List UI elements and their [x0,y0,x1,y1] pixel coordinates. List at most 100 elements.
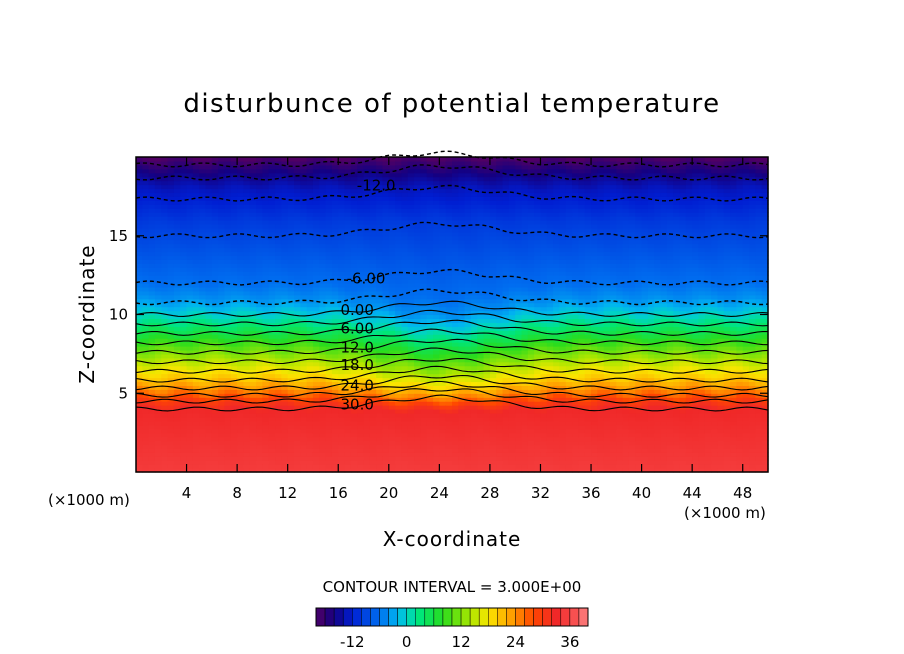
heatmap-cell [363,298,371,304]
heatmap-cell [388,263,396,268]
heatmap-cell [192,275,200,280]
heatmap-cell [281,389,289,394]
heatmap-cell [192,157,200,162]
heatmap-cell [312,452,320,457]
heatmap-cell [395,361,403,367]
heatmap-cell [224,275,232,280]
heatmap-cell [230,168,238,174]
heatmap-cell [445,164,453,170]
heatmap-cell [426,251,434,257]
heatmap-cell [230,157,238,162]
heatmap-cell [445,420,453,426]
heatmap-cell [148,227,156,233]
heatmap-cell [426,468,434,473]
heatmap-cell [262,381,270,386]
heatmap-cell [376,298,384,304]
heatmap-cell [186,180,194,186]
heatmap-cell [515,192,523,197]
heatmap-cell [369,286,377,292]
heatmap-cell [521,397,529,402]
heatmap-cell [401,306,409,312]
heatmap-cell [180,196,188,201]
heatmap-cell [433,405,440,410]
heatmap-cell [256,464,263,469]
heatmap-cell [256,424,263,430]
heatmap-cell [154,275,162,280]
heatmap-cell [445,157,453,162]
heatmap-cell [173,227,181,233]
heatmap-cell [287,338,295,343]
heatmap-cell [205,464,213,469]
heatmap-cell [275,275,282,280]
heatmap-cell [173,401,181,406]
heatmap-cell [218,267,226,272]
heatmap-cell [325,306,333,312]
heatmap-cell [426,357,434,363]
heatmap-cell [414,231,421,237]
heatmap-cell [395,294,403,300]
heatmap-cell [180,464,188,469]
heatmap-cell [363,369,371,375]
heatmap-cell [426,389,434,394]
heatmap-cell [306,428,314,434]
heatmap-cell [192,239,200,245]
heatmap-cell [407,385,415,390]
heatmap-cell [344,164,352,170]
heatmap-cell [483,346,491,351]
heatmap-cell [338,318,346,323]
heatmap-cell [420,231,428,237]
heatmap-cell [306,464,314,469]
heatmap-cell [262,180,270,186]
heatmap-cell [344,251,352,257]
heatmap-cell [515,460,523,465]
heatmap-cell [483,192,491,197]
heatmap-cell [148,243,156,249]
heatmap-cell [281,353,289,359]
heatmap-cell [243,369,251,375]
heatmap-cell [350,208,358,213]
heatmap-cell [161,405,169,410]
heatmap-cell [508,286,516,292]
heatmap-cell [508,338,516,343]
heatmap-cell [218,216,226,221]
heatmap-cell [344,424,352,430]
heatmap-cell [350,310,358,316]
heatmap-cell [445,464,453,469]
heatmap-cell [464,389,472,394]
heatmap-cell [325,397,333,402]
heatmap-cell [420,212,428,217]
heatmap-cell [401,401,409,406]
heatmap-cell [521,412,529,418]
heatmap-cell [382,464,390,469]
heatmap-cell [142,452,150,457]
heatmap-cell [275,393,282,398]
heatmap-cell [376,357,384,363]
heatmap-cell [452,220,459,225]
heatmap-cell [167,220,175,225]
heatmap-cell [180,448,188,453]
heatmap-cell [180,424,188,430]
heatmap-cell [395,456,403,461]
heatmap-cell [154,330,162,335]
heatmap-cell [224,361,232,367]
heatmap-cell [294,428,301,434]
heatmap-cell [527,330,535,335]
heatmap-cell [350,157,358,162]
heatmap-cell [325,373,333,379]
heatmap-cell [363,263,371,268]
heatmap-cell [344,235,352,241]
heatmap-cell [325,412,333,418]
heatmap-cell [483,342,491,347]
heatmap-cell [161,318,169,323]
heatmap-cell [312,456,320,461]
heatmap-cell [458,468,466,473]
heatmap-cell [388,330,396,335]
heatmap-cell [319,412,327,418]
heatmap-cell [325,365,333,371]
heatmap-cell [249,310,257,316]
heatmap-cell [268,192,276,197]
heatmap-cell [180,172,188,178]
heatmap-cell [186,393,194,398]
heatmap-cell [249,243,257,249]
